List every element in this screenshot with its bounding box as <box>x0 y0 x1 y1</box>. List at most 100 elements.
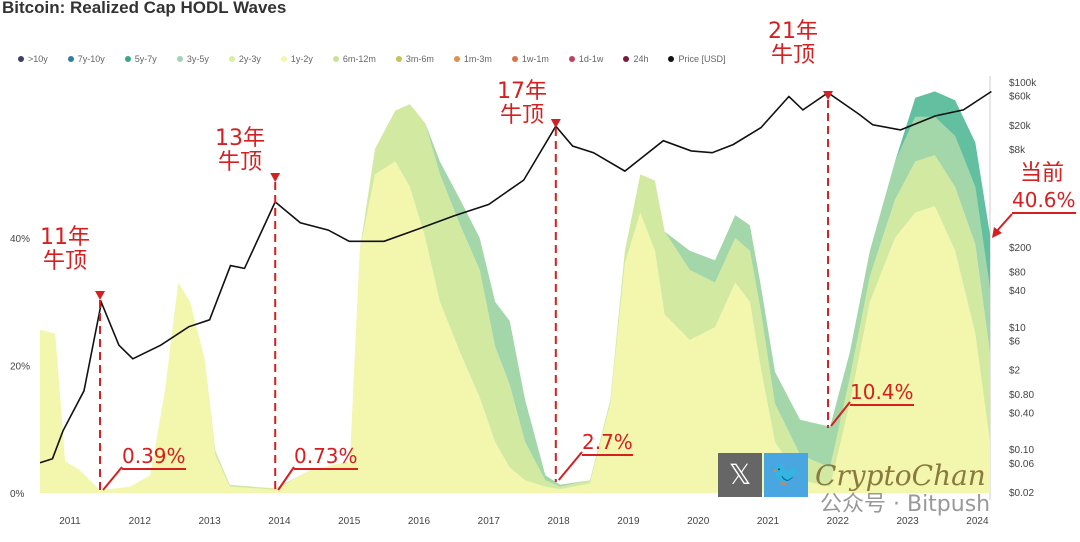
y-right-tick-label: $2 <box>1009 366 1021 377</box>
legend-item[interactable]: 1m-3m <box>453 54 492 64</box>
x-tick-label: 2020 <box>687 516 710 527</box>
x-tick-label: 2011 <box>59 516 81 527</box>
x-tick-label: 2021 <box>757 516 780 527</box>
legend-item[interactable]: Price [USD] <box>668 54 725 64</box>
annotation-arrow <box>102 466 123 491</box>
y-right-tick-label: $200 <box>1009 243 1032 254</box>
annotation-2011-label: 11年 牛顶 <box>40 225 90 274</box>
legend-label: 5y-7y <box>134 54 157 64</box>
legend-swatch <box>332 56 339 62</box>
arrow-head-icon <box>95 291 106 300</box>
y-right-tick-label: $0.10 <box>1009 445 1034 456</box>
y-right-tick-label: $0.02 <box>1009 488 1034 499</box>
legend-label: 6m-12m <box>342 54 376 64</box>
y-left-tick-label: 0% <box>10 489 25 500</box>
y-right-tick-label: $10 <box>1009 323 1026 334</box>
legend-swatch <box>18 56 24 62</box>
annotation-arrow <box>830 401 851 427</box>
legend-label: 3m-6m <box>405 54 434 64</box>
x-tick-label: 2017 <box>478 516 501 527</box>
y-right-tick-label: $0.80 <box>1009 390 1034 401</box>
price-line <box>39 90 992 464</box>
y-left-tick-label: 40% <box>10 234 30 245</box>
legend-label: 2y-3y <box>238 54 261 64</box>
annotation-arrow <box>558 451 583 481</box>
annotation-2011-value: 0.39% <box>122 444 186 470</box>
legend-label: 1d-1w <box>578 54 604 64</box>
annotation-2021-label: 21年 牛顶 <box>768 19 818 68</box>
x-tick-label: 2016 <box>408 516 431 527</box>
legend-item[interactable]: 7y-10y <box>67 54 105 64</box>
legend-item[interactable]: 3y-5y <box>176 54 209 64</box>
legend-item[interactable]: 24h <box>623 54 648 64</box>
x-tick-label: 2024 <box>966 516 989 527</box>
legend-swatch <box>623 56 630 62</box>
legend-swatch <box>511 56 518 62</box>
legend-item[interactable]: 2y-3y <box>228 54 261 64</box>
x-tick-label: 2014 <box>268 516 291 527</box>
legend-label: 24h <box>633 54 649 64</box>
legend-item[interactable]: 1d-1w <box>568 54 604 64</box>
twitter-bird-logo: 🐦 <box>764 453 808 497</box>
x-tick-label: 2012 <box>129 516 152 527</box>
legend-label: 1w-1m <box>521 54 549 64</box>
area-2y-3y <box>40 104 990 491</box>
annotation-arrow <box>277 466 295 491</box>
legend-label: 1m-3m <box>463 54 492 64</box>
arrow-head-icon <box>823 91 834 100</box>
x-logo: 𝕏 <box>718 453 762 497</box>
legend-swatch <box>67 56 74 62</box>
legend-swatch <box>280 56 287 62</box>
legend-item[interactable]: 5y-7y <box>124 54 157 64</box>
annotation-current-value: 40.6% <box>1012 188 1076 214</box>
legend-swatch <box>668 56 675 62</box>
x-tick-label: 2023 <box>896 516 919 527</box>
x-tick-label: 2018 <box>547 516 570 527</box>
annotation-2017-value: 2.7% <box>582 430 633 456</box>
watermark-account: 公众号 · Bitpush <box>820 492 991 517</box>
chart-title: Bitcoin: Realized Cap HODL Waves <box>2 0 287 17</box>
annotation-2013-label: 13年 牛顶 <box>215 126 265 175</box>
legend-item[interactable]: 1y-2y <box>280 54 313 64</box>
arrow-head-icon <box>550 119 561 128</box>
x-tick-label: 2015 <box>338 516 361 527</box>
legend-swatch <box>176 56 183 62</box>
legend-item[interactable]: 6m-12m <box>332 54 376 64</box>
y-right-tick-label: $100k <box>1009 78 1037 89</box>
legend-swatch <box>453 56 460 62</box>
y-right-tick-label: $20k <box>1009 121 1032 132</box>
legend-label: 1y-2y <box>290 54 313 64</box>
arrow-head-icon <box>270 173 281 182</box>
annotation-2021-value: 10.4% <box>850 380 914 406</box>
y-right-tick-label: $60k <box>1009 92 1032 103</box>
x-tick-label: 2019 <box>617 516 640 527</box>
annotation-current-label: 当前 <box>1020 161 1065 186</box>
legend-item[interactable]: >10y <box>18 54 48 64</box>
legend-swatch <box>395 56 402 62</box>
legend-label: 3y-5y <box>186 54 209 64</box>
legend-label: >10y <box>28 54 48 64</box>
legend-label: 7y-10y <box>77 54 105 64</box>
annotation-arrow <box>995 213 1013 233</box>
y-right-tick-label: $6 <box>1009 336 1021 347</box>
y-right-tick-label: $40 <box>1009 286 1026 297</box>
legend-swatch <box>568 56 575 62</box>
x-tick-label: 2013 <box>198 516 221 527</box>
legend-label: Price [USD] <box>678 54 726 64</box>
arrow-head-icon <box>992 227 1002 238</box>
annotation-2013-value: 0.73% <box>294 444 358 470</box>
legend-swatch <box>228 56 235 62</box>
y-left-tick-label: 20% <box>10 362 30 373</box>
annotation-2017-label: 17年 牛顶 <box>497 79 547 128</box>
y-right-tick-label: $8k <box>1009 145 1026 156</box>
legend: >10y 7y-10y 5y-7y 3y-5y 2y-3y 1y-2y 6m-12m 3m-6… <box>18 54 745 64</box>
legend-item[interactable]: 1w-1m <box>511 54 549 64</box>
legend-swatch <box>124 56 131 62</box>
watermark-brand: CryptoChan <box>815 459 986 492</box>
area-1y-2y <box>40 161 990 493</box>
legend-item[interactable]: 3m-6m <box>395 54 434 64</box>
x-tick-label: 2022 <box>827 516 850 527</box>
y-right-tick-label: $0.06 <box>1009 459 1034 470</box>
y-right-tick-label: $80 <box>1009 268 1026 279</box>
